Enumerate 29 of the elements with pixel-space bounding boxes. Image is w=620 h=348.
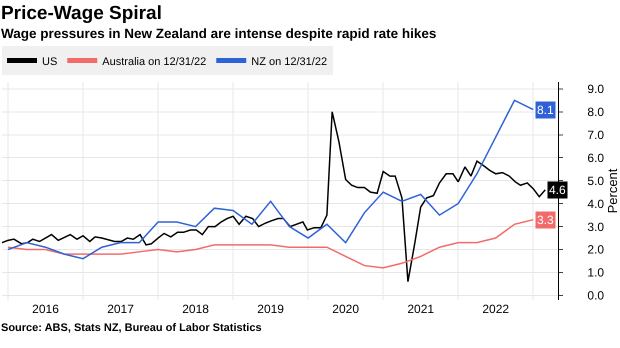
x-tick-label: 2022 [482,302,510,316]
y-tick-label: 7.0 [587,128,604,142]
y-axis-title: Percent [605,168,620,214]
data-label: 3.3 [537,213,554,227]
chart-title: Price-Wage Spiral [1,3,162,24]
x-tick-label: 2016 [32,302,60,316]
data-label: 8.1 [537,103,554,117]
y-tick-label: 5.0 [587,174,604,188]
line-series [7,218,534,269]
y-tick-label: 4.0 [587,196,604,211]
data-label: 4.6 [549,183,566,197]
y-tick-label: 8.0 [587,105,604,120]
y-tick-label: 0.0 [587,288,604,303]
y-tick-label: 6.0 [587,150,604,165]
y-tick-label: 1.0 [587,266,604,280]
legend-label: Australia on 12/31/22 [102,56,206,68]
x-tick-label: 2019 [257,302,284,316]
x-tick-label: 2017 [107,302,134,316]
legend-label: US [42,56,58,68]
chart-subtitle: Wage pressures in New Zealand are intense despite rapid rate hikes [1,26,436,41]
x-tick-label: 2018 [182,302,210,316]
legend-label: NZ on 12/31/22 [251,56,328,68]
y-tick-label: 9.0 [587,82,604,96]
y-tick-label: 3.0 [587,220,604,234]
y-tick-label: 2.0 [587,242,604,257]
x-tick-label: 2020 [332,302,360,316]
x-tick-label: 2021 [407,302,434,316]
line-series [7,100,534,260]
source-note: Source: ABS, Stats NZ, Bureau of Labor Statistics [1,322,262,334]
